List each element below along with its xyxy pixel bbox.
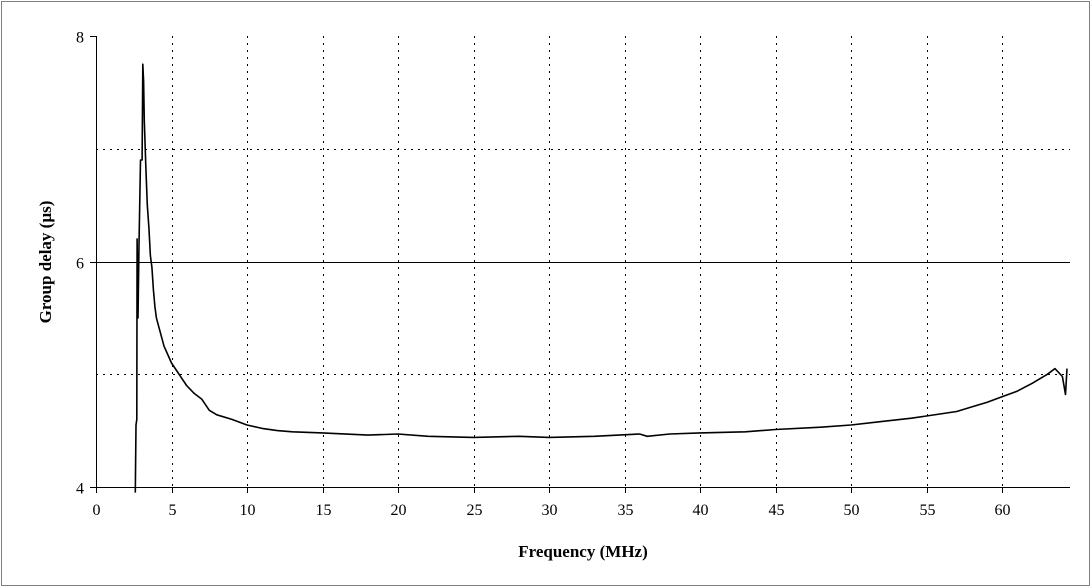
y-tick-label: 4 xyxy=(76,481,84,498)
x-tick-label: 30 xyxy=(542,502,558,519)
y-tick-label: 6 xyxy=(76,256,84,273)
x-tick-label: 60 xyxy=(995,502,1011,519)
x-tick-label: 25 xyxy=(467,502,483,519)
series-line-group-delay xyxy=(134,63,1068,493)
x-tick-label: 20 xyxy=(391,502,407,519)
x-tick-label: 10 xyxy=(240,502,256,519)
x-axis-title: Frequency (MHz) xyxy=(518,542,648,561)
x-tick-label: 40 xyxy=(693,502,709,519)
x-tick-label: 45 xyxy=(769,502,785,519)
y-axis-title: Group delay (µs) xyxy=(36,201,55,324)
x-tick-label: 0 xyxy=(93,502,101,519)
x-tick-label: 50 xyxy=(844,502,860,519)
x-tick-label: 15 xyxy=(316,502,332,519)
series-layer xyxy=(134,63,1068,493)
x-tick-label: 5 xyxy=(169,502,177,519)
x-tick-label: 55 xyxy=(920,502,936,519)
y-tick-label: 8 xyxy=(76,30,84,47)
x-tick-label: 35 xyxy=(618,502,634,519)
ticks: 0 5 10 15 20 25 30 35 40 45 50 55 60 4 6 8 xyxy=(76,30,1011,520)
axes xyxy=(96,36,1070,488)
grid xyxy=(96,36,1070,487)
